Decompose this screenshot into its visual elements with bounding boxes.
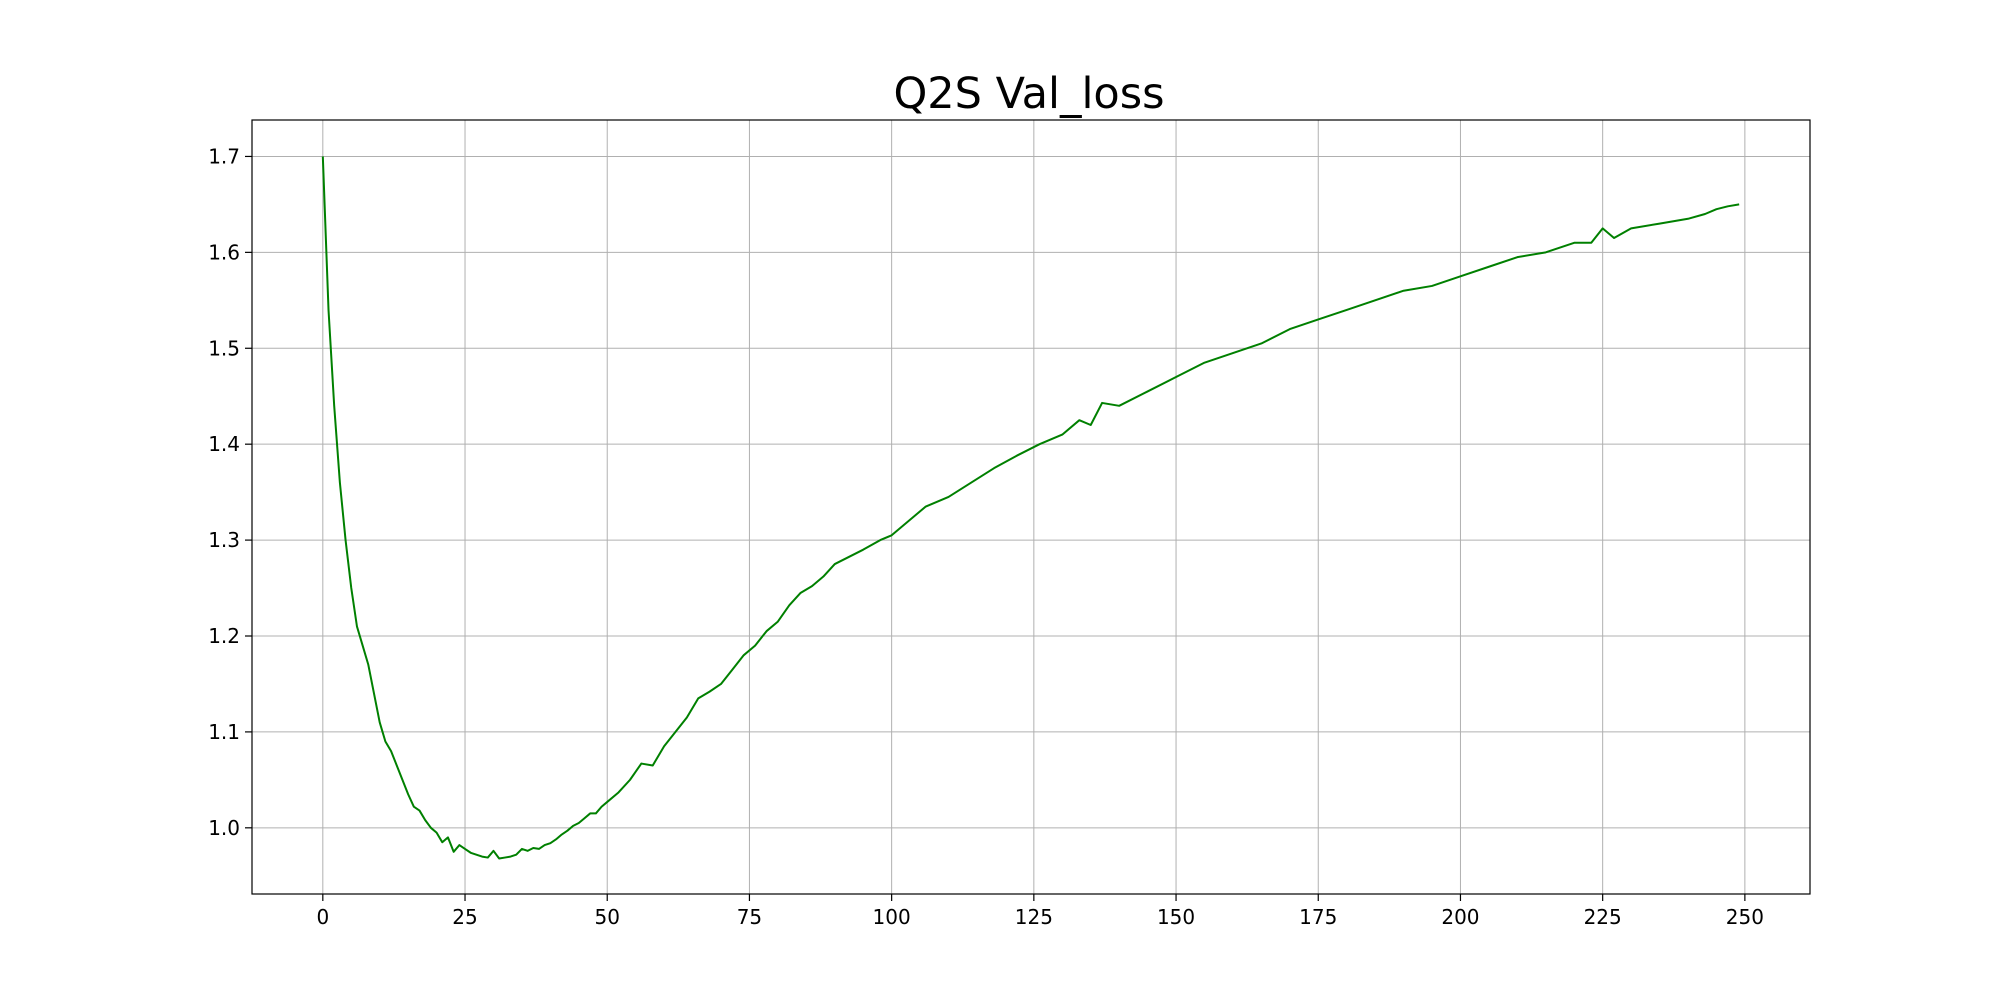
grid-lines xyxy=(252,120,1810,894)
y-tick-label: 1.0 xyxy=(208,816,240,840)
x-tick-label: 100 xyxy=(873,905,911,929)
val-loss-line xyxy=(321,156,1740,860)
y-tick-label: 1.5 xyxy=(208,336,240,360)
y-tick-label: 1.1 xyxy=(208,720,240,744)
x-tick-label: 250 xyxy=(1726,905,1764,929)
plot-frame xyxy=(251,119,1811,895)
ticks: 0 25 50 75 100 125 150 175 200 225 250 1.0 1.1 1.2 1.3… xyxy=(208,144,1764,929)
x-tick-label: 200 xyxy=(1441,905,1479,929)
y-tick-label: 1.3 xyxy=(208,528,240,552)
x-tick-label: 225 xyxy=(1584,905,1622,929)
y-tick-label: 1.6 xyxy=(208,240,240,264)
x-tick-label: 175 xyxy=(1299,905,1337,929)
y-tick-label: 1.2 xyxy=(208,624,240,648)
x-tick-label: 75 xyxy=(737,905,762,929)
x-tick-label: 125 xyxy=(1015,905,1053,929)
x-tick-label: 0 xyxy=(316,905,329,929)
x-tick-label: 25 xyxy=(452,905,477,929)
series-layer xyxy=(321,156,1740,860)
y-tick-label: 1.7 xyxy=(208,144,240,168)
chart-title: Q2S Val_loss xyxy=(893,69,1164,119)
x-tick-label: 50 xyxy=(595,905,620,929)
y-tick-label: 1.4 xyxy=(208,432,240,456)
plot-area xyxy=(252,120,1810,894)
x-tick-label: 150 xyxy=(1157,905,1195,929)
